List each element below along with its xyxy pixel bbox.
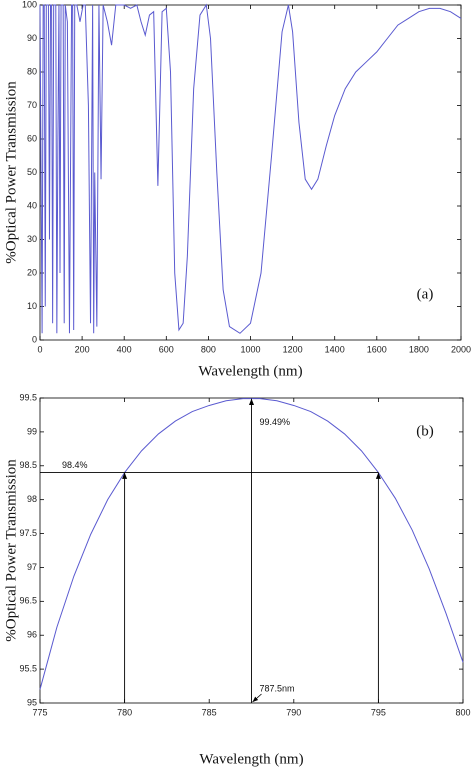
x-tick-label: 200: [75, 344, 90, 354]
y-axis-label: %Optical Power Transmission: [3, 81, 19, 264]
x-tick-label: 800: [201, 344, 216, 354]
y-tick-label: 80: [27, 66, 37, 76]
x-tick-label: 1800: [409, 344, 429, 354]
x-tick-label: 0: [37, 344, 42, 354]
x-axis-label: Wavelength (nm): [199, 751, 303, 767]
x-tick-label: 2000: [451, 344, 471, 354]
y-axis-label: %Optical Power Transmission: [3, 459, 19, 642]
x-tick-label: 795: [371, 707, 386, 717]
x-tick-label: 785: [202, 707, 217, 717]
y-tick-label: 95.5: [19, 663, 37, 673]
x-tick-label: 400: [117, 344, 132, 354]
y-tick-label: 70: [27, 100, 37, 110]
data-line: [39, 3, 462, 334]
y-tick-label: 99: [27, 426, 37, 436]
x-tick-label: 1600: [367, 344, 387, 354]
y-tick-label: 99.5: [19, 392, 37, 402]
y-tick-label: 100: [22, 0, 37, 9]
y-tick-label: 97.5: [19, 528, 37, 538]
y-tick-label: 0: [32, 334, 37, 344]
y-tick-label: 40: [27, 200, 37, 210]
x-tick-label: 1400: [325, 344, 345, 354]
x-axis-label: Wavelength (nm): [198, 363, 302, 379]
annotation: 98.4%: [62, 460, 88, 470]
x-tick-label: 780: [117, 707, 132, 717]
y-tick-label: 97: [27, 562, 37, 572]
y-tick-label: 20: [27, 267, 37, 277]
y-tick-label: 50: [27, 167, 37, 177]
y-tick-label: 60: [27, 133, 37, 143]
y-tick-label: 96: [27, 630, 37, 640]
y-tick-label: 10: [27, 301, 37, 311]
x-tick-label: 600: [159, 344, 174, 354]
y-tick-label: 30: [27, 234, 37, 244]
panel-label: (a): [417, 286, 434, 302]
x-tick-label: 1000: [240, 344, 260, 354]
y-tick-label: 98.5: [19, 460, 37, 470]
plot-frame: [39, 4, 462, 341]
y-tick-label: 96.5: [19, 596, 37, 606]
y-tick-label: 98: [27, 494, 37, 504]
y-tick-label: 95: [27, 697, 37, 707]
x-tick-label: 790: [286, 707, 301, 717]
x-tick-label: 1200: [283, 344, 303, 354]
annotation: 787.5nm: [260, 683, 295, 693]
annotation-pointer: [252, 693, 262, 703]
annotation: 99.49%: [260, 417, 291, 427]
x-tick-label: 800: [455, 707, 470, 717]
panel-label: (b): [416, 423, 434, 439]
y-tick-label: 90: [27, 33, 37, 43]
x-tick-label: 775: [32, 707, 47, 717]
